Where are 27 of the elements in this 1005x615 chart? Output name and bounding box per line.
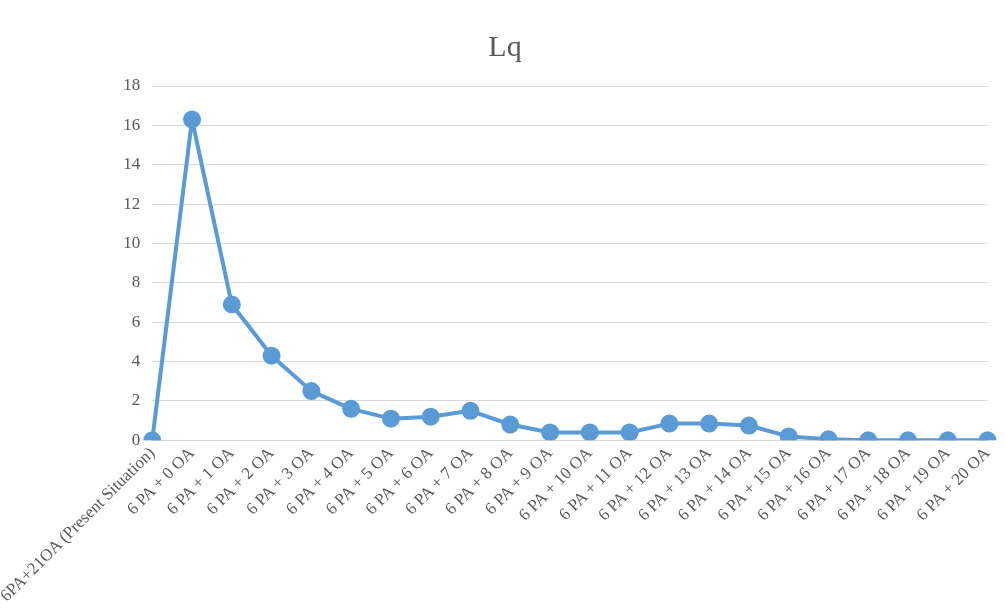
point [779, 427, 798, 441]
y-tick-label: 4 [131, 351, 141, 371]
y-tick-label: 18 [123, 75, 141, 95]
point [381, 409, 400, 428]
point [620, 423, 639, 441]
point [262, 346, 281, 365]
point [660, 414, 679, 433]
point [739, 416, 758, 435]
point [700, 414, 719, 433]
point [222, 295, 241, 314]
point [421, 407, 440, 426]
point [580, 423, 599, 441]
point [302, 382, 321, 401]
y-tick-label: 2 [131, 390, 141, 410]
point [501, 415, 520, 434]
point [461, 401, 480, 420]
point [541, 423, 560, 441]
y-tick-label: 14 [123, 154, 141, 174]
point [183, 110, 202, 129]
y-tick-label: 0 [131, 429, 141, 449]
chart-title: Lq [488, 28, 522, 62]
y-tick-label: 16 [123, 114, 141, 134]
y-tick-label: 10 [123, 232, 141, 252]
y-tick-label: 6 [131, 311, 141, 331]
point [342, 399, 361, 418]
y-tick-label: 8 [131, 272, 141, 292]
y-tick-label: 12 [123, 193, 141, 213]
